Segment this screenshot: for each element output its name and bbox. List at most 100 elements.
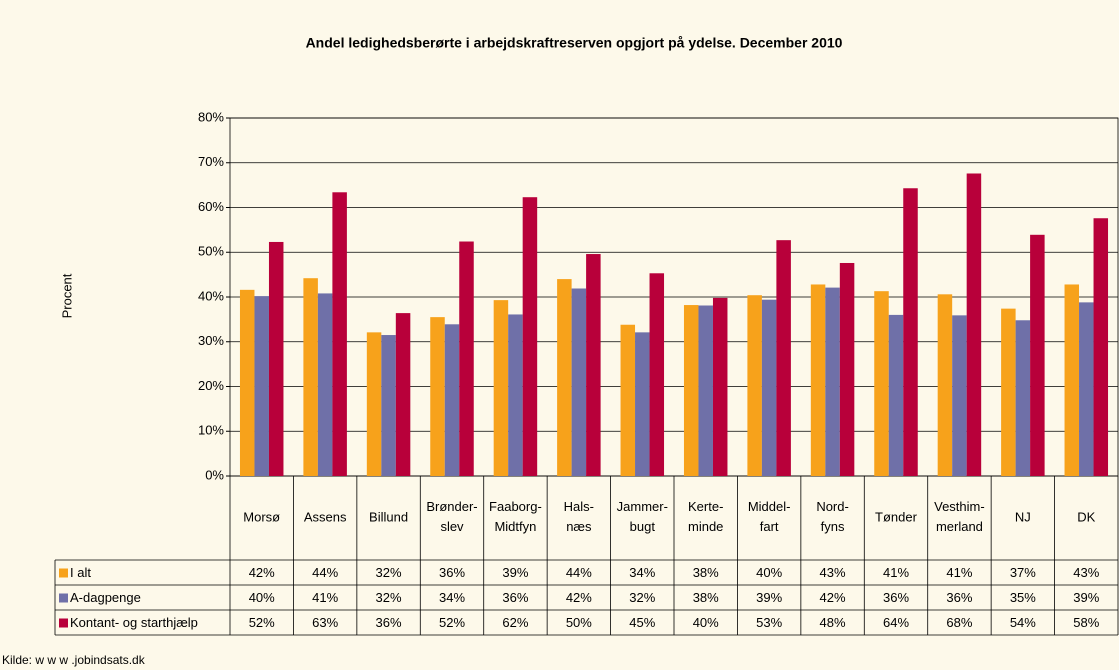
- y-tick-label: 30%: [198, 333, 224, 348]
- legend-label: Kontant- og starthjælp: [70, 615, 198, 630]
- bar: [1064, 284, 1080, 476]
- chart-title: Andel ledighedsberørte i arbejdskraftres…: [306, 35, 843, 51]
- y-tick-label: 70%: [198, 154, 224, 169]
- bar: [1015, 320, 1031, 476]
- table-value: 54%: [1010, 615, 1036, 630]
- x-tick-label: Hals-næs: [564, 499, 594, 534]
- table-value: 64%: [883, 615, 909, 630]
- y-tick-label: 10%: [198, 423, 224, 438]
- table-value: 48%: [820, 615, 846, 630]
- table-value: 62%: [502, 615, 528, 630]
- x-tick-label: Kerte-minde: [688, 499, 723, 534]
- table-value: 68%: [946, 615, 972, 630]
- bar: [366, 332, 382, 476]
- bar: [747, 295, 762, 476]
- x-tick-label: Middel-fart: [748, 499, 791, 534]
- table-value: 36%: [376, 615, 402, 630]
- x-tick-label: Faaborg-Midtfyn: [489, 499, 542, 534]
- x-tick-label: Billund: [369, 509, 408, 524]
- table-value: 40%: [249, 590, 275, 605]
- legend-swatch: [59, 593, 68, 603]
- source: Kilde: w w w .jobindsats.dk: [2, 653, 146, 667]
- x-tick-label: DK: [1077, 509, 1095, 524]
- bar: [444, 324, 460, 476]
- bar: [430, 317, 445, 476]
- table-value: 42%: [820, 590, 846, 605]
- table-value: 42%: [566, 590, 592, 605]
- bar: [810, 284, 826, 476]
- table-value: 43%: [820, 565, 846, 580]
- y-tick-label: 40%: [198, 288, 224, 303]
- bar: [966, 173, 982, 477]
- table-value: 44%: [312, 565, 338, 580]
- x-tick-label: Brønder-slev: [426, 499, 477, 534]
- bar: [1001, 308, 1016, 476]
- table-value: 37%: [1010, 565, 1036, 580]
- table-value: 32%: [376, 565, 402, 580]
- table-value: 36%: [502, 590, 528, 605]
- bar: [776, 240, 791, 476]
- x-tick-label: Nord-fyns: [816, 499, 849, 534]
- bar: [586, 254, 601, 476]
- x-tick-label: Vesthim-merland: [934, 499, 985, 534]
- bar: [1079, 302, 1094, 476]
- table-value: 52%: [439, 615, 465, 630]
- table-value: 40%: [756, 565, 782, 580]
- y-tick-label: 50%: [198, 244, 224, 259]
- bar: [683, 305, 699, 476]
- table-value: 40%: [693, 615, 719, 630]
- table-value: 45%: [629, 615, 655, 630]
- bar: [649, 273, 665, 476]
- table-value: 38%: [693, 565, 719, 580]
- bar: [557, 279, 572, 476]
- table-value: 58%: [1073, 615, 1099, 630]
- x-tick-label: Tønder: [875, 509, 918, 524]
- table-value: 42%: [249, 565, 275, 580]
- table-value: 36%: [946, 590, 972, 605]
- table-value: 39%: [1073, 590, 1099, 605]
- table-value: 39%: [756, 590, 782, 605]
- table-value: 32%: [629, 590, 655, 605]
- bar: [1030, 234, 1045, 476]
- x-tick-label: NJ: [1015, 509, 1031, 524]
- table-value: 50%: [566, 615, 592, 630]
- bar: [635, 332, 650, 476]
- table-value: 63%: [312, 615, 338, 630]
- bar: [254, 296, 269, 476]
- y-tick-label: 60%: [198, 199, 224, 214]
- table-value: 41%: [946, 565, 972, 580]
- bar: [952, 315, 967, 476]
- table-value: 32%: [376, 590, 402, 605]
- bar: [522, 197, 538, 476]
- bar: [761, 299, 777, 476]
- bar: [937, 294, 953, 476]
- x-tick-label: Morsø: [243, 509, 280, 524]
- table-value: 43%: [1073, 565, 1099, 580]
- bar: [620, 324, 636, 476]
- bar: [712, 297, 728, 476]
- bar: [1093, 218, 1109, 477]
- bar: [381, 335, 396, 476]
- y-tick-label: 20%: [198, 378, 224, 393]
- y-tick-label: 80%: [198, 109, 224, 124]
- bar: [888, 314, 904, 476]
- bar: [825, 287, 840, 476]
- x-tick-label: Jammer-bugt: [617, 499, 668, 534]
- bar: [459, 241, 474, 476]
- bar: [395, 313, 411, 476]
- table-value: 53%: [756, 615, 782, 630]
- bar: [317, 293, 333, 476]
- bar: [571, 288, 587, 476]
- table-value: 36%: [883, 590, 909, 605]
- bar: [874, 291, 889, 476]
- bar: [332, 192, 347, 476]
- table-value: 39%: [502, 565, 528, 580]
- y-tick-label: 0%: [205, 467, 224, 482]
- table-value: 34%: [439, 590, 465, 605]
- table-value: 38%: [693, 590, 719, 605]
- table-value: 36%: [439, 565, 465, 580]
- bar: [839, 262, 855, 476]
- bar: [698, 305, 713, 476]
- legend-label: I alt: [70, 565, 91, 580]
